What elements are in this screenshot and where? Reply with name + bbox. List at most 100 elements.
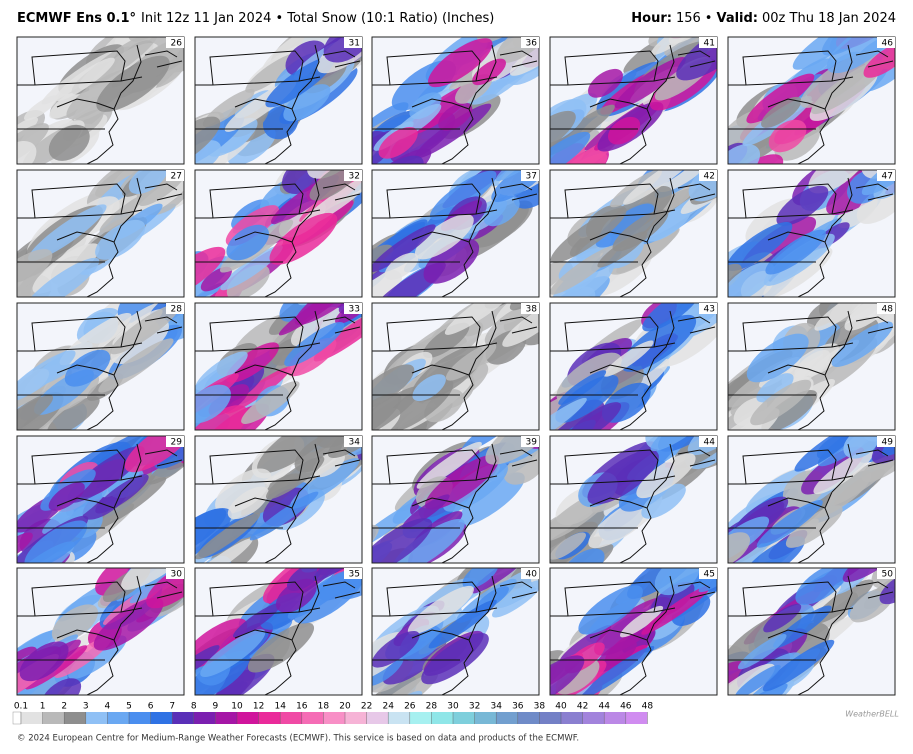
snow-area xyxy=(471,568,528,594)
snow-area xyxy=(462,568,499,589)
snow-area xyxy=(414,214,474,260)
snow-area xyxy=(607,116,641,145)
member-label-bg xyxy=(344,568,362,579)
colorbar-label: 46 xyxy=(620,702,632,712)
snow-area xyxy=(372,630,420,668)
snow-area xyxy=(550,536,603,563)
snow-area xyxy=(23,257,100,297)
map-field xyxy=(728,37,895,164)
colorbar-label: 12 xyxy=(253,702,264,712)
map-panel: 48 xyxy=(727,302,896,431)
map-panel: 44 xyxy=(549,435,718,564)
map-panel: 39 xyxy=(371,435,540,564)
state-outline xyxy=(550,575,716,695)
snow-area xyxy=(55,57,115,101)
panel-border xyxy=(194,169,363,298)
colorbar-label: 18 xyxy=(318,702,330,712)
snow-area xyxy=(154,436,184,469)
member-label: 27 xyxy=(171,172,182,182)
snow-area xyxy=(121,568,184,590)
snow-area xyxy=(195,116,221,164)
colorbar-bin xyxy=(150,712,173,724)
snow-area xyxy=(792,37,861,70)
state-outline xyxy=(728,44,894,164)
colorbar-bin xyxy=(345,712,367,724)
snow-area xyxy=(728,532,751,563)
member-label-bg xyxy=(166,568,184,579)
member-label: 48 xyxy=(882,305,894,315)
snow-area xyxy=(200,266,232,292)
snow-area xyxy=(578,585,643,635)
snow-area xyxy=(645,207,691,242)
snow-area xyxy=(124,436,184,473)
snow-area xyxy=(17,532,33,562)
member-label-bg xyxy=(166,436,184,447)
panel-border xyxy=(194,567,363,696)
map-panel: 31 xyxy=(194,36,363,165)
panel-border xyxy=(16,36,185,165)
snow-area xyxy=(761,390,818,430)
colorbar-label: 22 xyxy=(361,702,372,712)
snow-area xyxy=(382,219,428,253)
panel-border xyxy=(371,567,540,696)
colorbar-bin xyxy=(237,712,259,724)
snow-area xyxy=(698,568,717,593)
map-field xyxy=(550,170,717,297)
colorbar-label: 3 xyxy=(83,702,89,712)
map-field xyxy=(550,436,717,563)
member-label: 41 xyxy=(704,39,715,49)
map-panel: 36 xyxy=(371,36,540,165)
map-field xyxy=(372,37,539,164)
snow-area xyxy=(502,303,539,347)
colorbar-bin xyxy=(496,712,518,724)
snow-area xyxy=(265,456,325,500)
snow-area xyxy=(728,221,793,272)
snow-area xyxy=(509,303,539,311)
snow-area xyxy=(312,568,362,581)
member-label-bg xyxy=(166,170,184,181)
map-panel: 35 xyxy=(194,567,363,696)
colorbar-bin xyxy=(474,712,497,724)
state-outline xyxy=(195,44,361,164)
member-label-bg xyxy=(344,170,362,181)
state-outline xyxy=(550,443,716,563)
snow-area xyxy=(728,262,775,297)
snow-area xyxy=(566,402,622,430)
colorbar-label: 6 xyxy=(148,702,154,712)
member-label-bg xyxy=(699,37,717,48)
colorbar-bin xyxy=(129,712,151,724)
snow-area xyxy=(636,453,696,499)
snow-area xyxy=(372,130,392,164)
snow-area xyxy=(372,224,436,273)
snow-area xyxy=(664,37,704,57)
member-label-bg xyxy=(699,568,717,579)
snow-area xyxy=(492,580,539,618)
colorbar-label: 42 xyxy=(577,702,588,712)
snow-area xyxy=(671,593,711,626)
member-label: 29 xyxy=(171,438,183,448)
panel-border xyxy=(549,36,718,165)
member-label: 33 xyxy=(349,305,360,315)
snow-area xyxy=(428,38,493,88)
snow-area xyxy=(47,396,100,430)
member-label: 42 xyxy=(704,172,715,182)
member-label-bg xyxy=(166,303,184,314)
snow-area xyxy=(550,245,619,295)
colorbar-label: 7 xyxy=(169,702,175,712)
map-panel: 50 xyxy=(727,567,896,696)
state-outline xyxy=(550,44,716,164)
panel-border xyxy=(371,302,540,431)
snow-area xyxy=(92,477,167,530)
panel-border xyxy=(194,36,363,165)
colorbar-label: 4 xyxy=(105,702,111,712)
snow-area xyxy=(765,229,826,275)
member-label: 32 xyxy=(349,172,360,182)
map-field xyxy=(372,303,539,430)
snow-area xyxy=(390,519,465,563)
colorbar-label: 16 xyxy=(296,702,308,712)
state-outline xyxy=(550,177,716,297)
panel-border xyxy=(371,36,540,165)
colorbar-bin xyxy=(431,712,453,724)
run: Init 12z 11 Jan 2024 • Total Snow (10:1 … xyxy=(141,11,494,26)
